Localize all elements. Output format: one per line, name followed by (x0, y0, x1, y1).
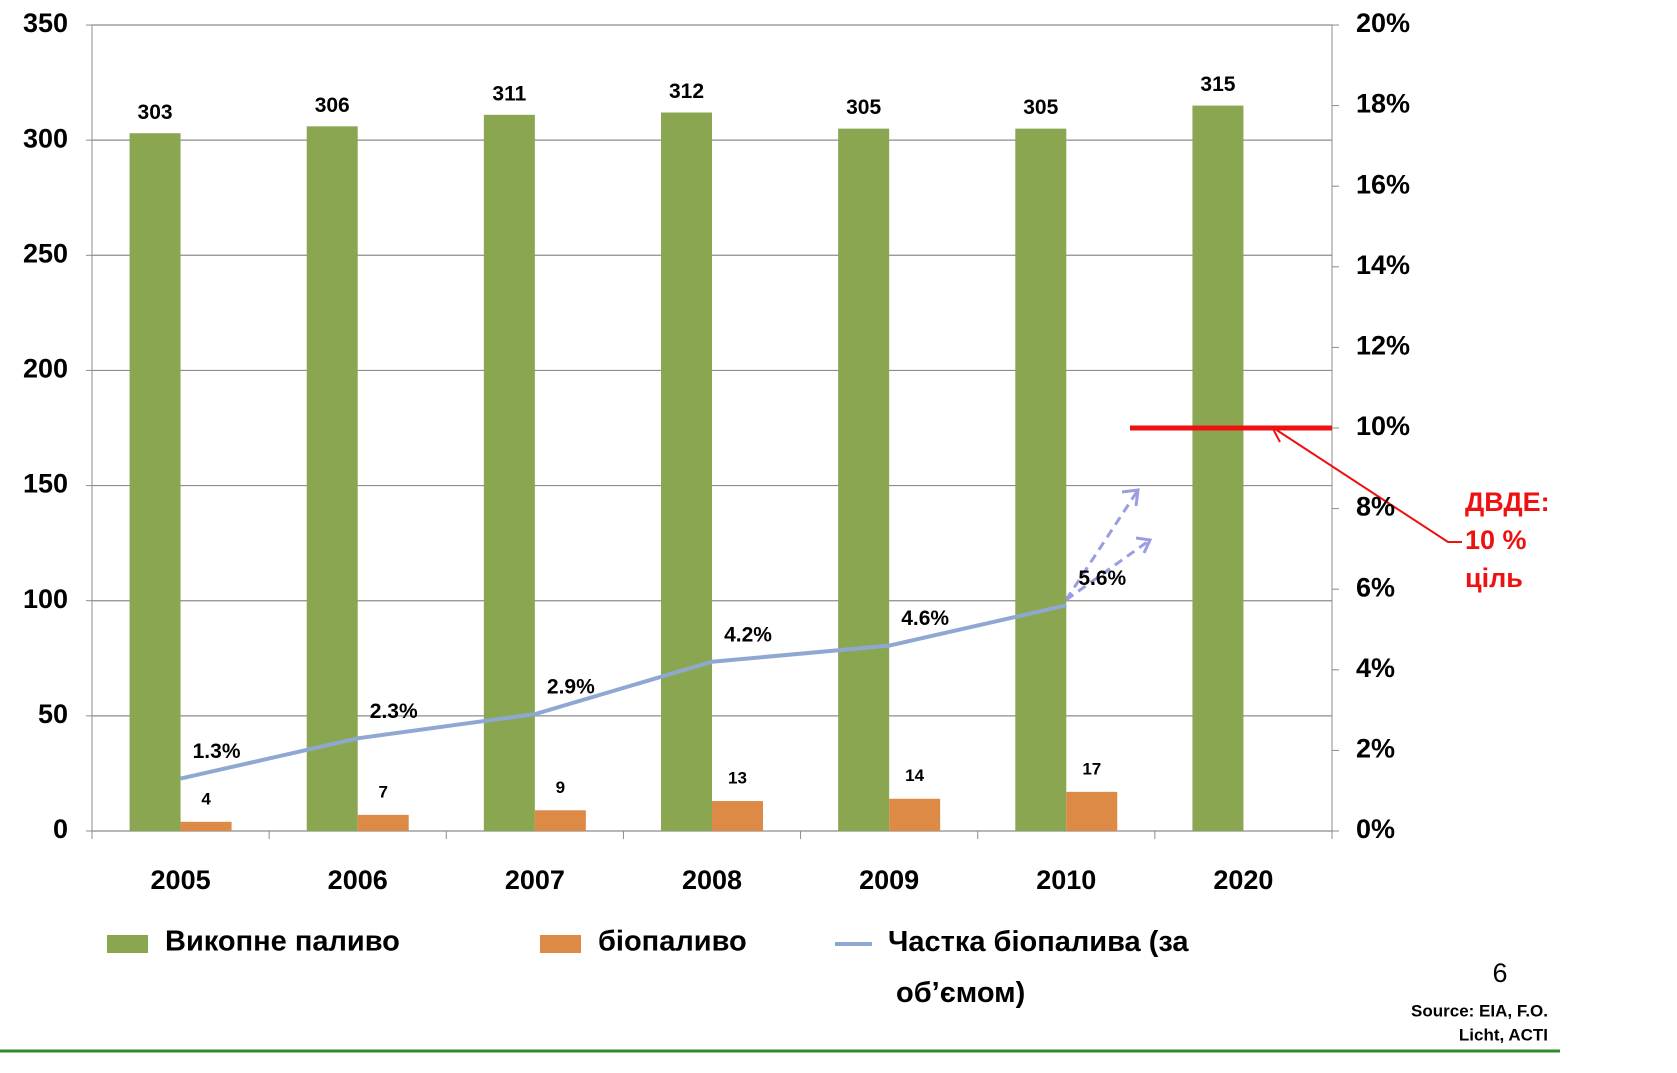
y2-tick-label: 12% (1356, 331, 1410, 361)
legend-label: Частка біопалива (за об’ємом) (888, 926, 1189, 1009)
y2-tick-label: 14% (1356, 250, 1410, 280)
data-label: 4.2% (724, 623, 772, 646)
bar (889, 798, 941, 831)
y-tick-label: 250 (23, 238, 68, 268)
y2-tick-label: 0% (1356, 814, 1395, 844)
bar (661, 112, 712, 832)
data-label: 315 (1200, 73, 1235, 96)
bar (838, 128, 890, 832)
target-label: ДВДЕ: (1465, 487, 1550, 517)
x-tick-label: 2006 (328, 865, 388, 895)
bar (1192, 105, 1244, 832)
x-tick-label: 2010 (1036, 865, 1096, 895)
data-label: 7 (378, 782, 387, 801)
source: Licht, ACTI (1459, 1025, 1548, 1044)
y-tick-label: 50 (38, 699, 68, 729)
data-label: 305 (846, 96, 881, 119)
bar (1066, 791, 1118, 831)
data-label: 17 (1082, 759, 1101, 778)
target-label: ціль (1465, 563, 1523, 593)
x-tick-label: 2008 (682, 865, 742, 895)
bar (306, 126, 358, 832)
y2-tick-label: 8% (1356, 492, 1395, 522)
bar (1015, 128, 1067, 832)
y-tick-label: 0 (53, 814, 68, 844)
y2-tick-label: 10% (1356, 411, 1410, 441)
data-label: 1.3% (193, 740, 241, 763)
data-label: 303 (138, 101, 173, 124)
source: Source: EIA, F.O. (1411, 1001, 1548, 1020)
y-tick-label: 200 (23, 354, 68, 384)
data-label: 2.9% (547, 676, 595, 699)
data-label: 13 (728, 769, 747, 788)
y-tick-label: 100 (23, 584, 68, 614)
legend-label: біопаливо (598, 926, 747, 958)
data-label: 4 (201, 789, 211, 808)
y2-tick-label: 16% (1356, 169, 1410, 199)
target-label: 10 % (1465, 525, 1527, 555)
data-label: 9 (556, 778, 565, 797)
data-label: 312 (669, 80, 704, 103)
page-number: 6 (1492, 958, 1507, 988)
x-tick-label: 2009 (859, 865, 919, 895)
bar (357, 814, 409, 831)
y-tick-label: 350 (23, 8, 68, 38)
data-label: 305 (1023, 96, 1058, 119)
x-tick-label: 2007 (505, 865, 565, 895)
data-label: 311 (492, 82, 526, 105)
y2-tick-label: 2% (1356, 734, 1395, 764)
y2-tick-label: 18% (1356, 89, 1410, 119)
legend-label: Викопне паливо (165, 926, 400, 958)
trend-arrows (1064, 488, 1153, 602)
legend-swatch (107, 935, 148, 953)
y2-tick-label: 6% (1356, 572, 1395, 602)
data-label: 2.3% (370, 700, 418, 723)
line (180, 603, 1067, 781)
bar (483, 114, 535, 832)
x-tick-label: 2020 (1213, 865, 1273, 895)
data-label: 306 (315, 94, 350, 117)
data-label: 14 (905, 766, 924, 785)
y2-tick-label: 20% (1356, 8, 1410, 38)
data-label: 4.6% (901, 607, 949, 630)
bar (180, 821, 232, 831)
y2-tick-label: 4% (1356, 653, 1395, 683)
bar (534, 810, 586, 831)
x-tick-label: 2005 (151, 865, 211, 895)
bar (129, 133, 181, 832)
y-tick-label: 150 (23, 469, 68, 499)
legend-swatch (540, 935, 581, 953)
y-tick-label: 300 (23, 123, 68, 153)
bar (712, 801, 763, 831)
data-label: 5.6% (1078, 567, 1126, 590)
target-pointer (1270, 425, 1462, 543)
